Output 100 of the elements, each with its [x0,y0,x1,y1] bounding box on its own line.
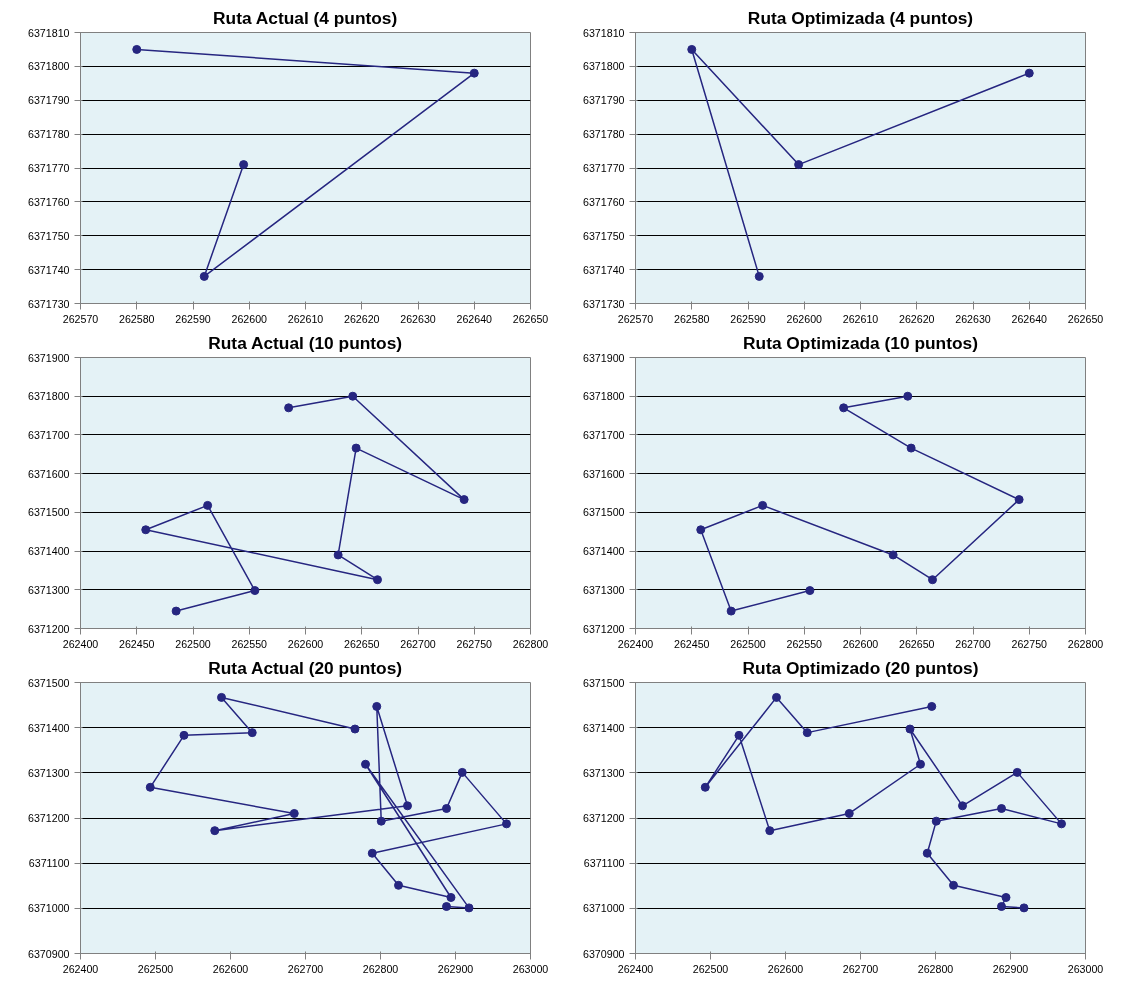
x-tick-label: 262600 [212,962,249,975]
y-tick-label: 6371810 [28,26,70,39]
y-tick-label: 6371200 [28,812,70,824]
x-tick-label: 262750 [1011,637,1048,650]
y-tick-label: 6371500 [28,506,70,519]
y-tick-label: 6371500 [583,676,625,689]
y-tick-label: 6371400 [583,721,625,734]
y-tick-label: 6371790 [583,94,625,107]
y-tick-label: 6371000 [583,902,625,915]
y-tick-label: 6371900 [28,351,70,364]
y-tick-label: 6371500 [28,676,70,689]
y-tick-label: 6370900 [583,947,625,960]
x-tick-label: 262750 [456,637,493,650]
chart-title: Ruta Actual (10 puntos) [208,332,403,353]
y-tick-label: 6371800 [28,60,70,73]
x-tick-label: 262630 [955,312,991,325]
y-tick-label: 6371300 [28,766,70,779]
y-tick-label: 6371100 [583,857,625,870]
x-tick-label: 262800 [512,637,549,650]
x-tick-label: 262570 [62,312,99,325]
y-tick-label: 6371780 [28,128,70,141]
x-tick-label: 262590 [730,312,766,325]
x-tick-label: 262500 [692,962,729,975]
y-tick-label: 6371400 [28,721,70,734]
y-tick-label: 6371750 [583,229,625,242]
x-tick-label: 262620 [343,312,380,325]
y-tick-label: 6371600 [28,467,70,480]
x-tick-label: 262650 [512,312,549,325]
y-tick-label: 6371740 [28,263,70,276]
x-tick-label: 262800 [362,962,399,975]
chart-title: Ruta Optimizada (4 puntos) [747,7,974,28]
x-tick-label: 262450 [118,637,155,650]
x-tick-label: 262550 [786,637,823,650]
x-tick-label: 262630 [400,312,436,325]
y-tick-label: 6371600 [583,467,625,480]
y-tick-label: 6371790 [28,94,70,107]
x-tick-label: 262600 [767,962,804,975]
x-tick-label: 262500 [730,637,766,650]
x-tick-label: 263000 [512,962,549,975]
x-tick-label: 262400 [617,637,654,650]
y-tick-label: 6371780 [583,128,625,141]
y-tick-label: 6371900 [583,351,625,364]
x-tick-label: 262550 [231,637,268,650]
x-tick-label: 262640 [1011,312,1048,325]
x-tick-label: 262800 [1067,637,1104,650]
x-tick-label: 262570 [617,312,654,325]
y-tick-label: 6371400 [583,545,625,558]
x-tick-label: 262580 [118,312,155,325]
y-tick-label: 6371760 [28,195,70,208]
y-tick-label: 6371200 [583,812,625,824]
x-tick-label: 262640 [456,312,493,325]
y-tick-label: 6371300 [583,766,625,779]
x-tick-label: 262700 [287,962,324,975]
x-tick-label: 262600 [287,637,324,650]
x-tick-label: 262620 [898,312,935,325]
x-tick-label: 262580 [673,312,710,325]
y-tick-label: 6371800 [28,390,70,403]
chart-title: Ruta Actual (20 puntos) [208,657,403,678]
x-tick-label: 262500 [175,637,211,650]
x-tick-label: 262700 [400,637,436,650]
x-tick-label: 262650 [343,637,380,650]
y-tick-label: 6371770 [583,162,625,174]
y-tick-label: 6371800 [583,60,625,73]
x-tick-label: 262700 [955,637,991,650]
y-tick-label: 6371730 [28,297,70,310]
y-tick-label: 6371700 [583,428,625,441]
y-tick-label: 6371810 [583,26,625,39]
x-tick-label: 262800 [917,962,954,975]
y-tick-label: 6371750 [28,229,70,242]
x-tick-label: 262600 [231,312,268,325]
x-tick-label: 262650 [1067,312,1104,325]
chart-title: Ruta Optimizada (10 puntos) [743,332,978,353]
x-tick-label: 262650 [898,637,935,650]
y-tick-label: 6371760 [583,195,625,208]
y-tick-label: 6371000 [28,902,70,915]
x-tick-label: 262400 [617,962,654,975]
y-tick-label: 6371400 [28,545,70,558]
chart-title: Ruta Actual (4 puntos) [213,7,398,28]
x-tick-label: 262610 [287,312,324,325]
y-tick-label: 6371100 [28,857,70,870]
x-tick-label: 262600 [786,312,823,325]
x-tick-label: 262600 [842,637,879,650]
y-tick-label: 6371200 [583,622,625,635]
x-tick-label: 262450 [673,637,710,650]
x-tick-label: 262400 [62,962,99,975]
x-tick-label: 262900 [437,962,474,975]
x-tick-label: 262500 [137,962,174,975]
y-tick-label: 6371700 [28,428,70,441]
chart-title: Ruta Optimizado (20 puntos) [742,657,979,678]
y-tick-label: 6371500 [583,506,625,519]
x-tick-label: 263000 [1067,962,1104,975]
y-tick-label: 6371770 [28,162,70,174]
x-tick-label: 262590 [175,312,211,325]
x-tick-label: 262900 [992,962,1029,975]
x-tick-label: 262700 [842,962,879,975]
x-tick-label: 262610 [842,312,879,325]
y-tick-label: 6371300 [583,583,625,596]
y-tick-label: 6371740 [583,263,625,276]
y-tick-label: 6371800 [583,390,625,403]
x-tick-label: 262400 [62,637,99,650]
